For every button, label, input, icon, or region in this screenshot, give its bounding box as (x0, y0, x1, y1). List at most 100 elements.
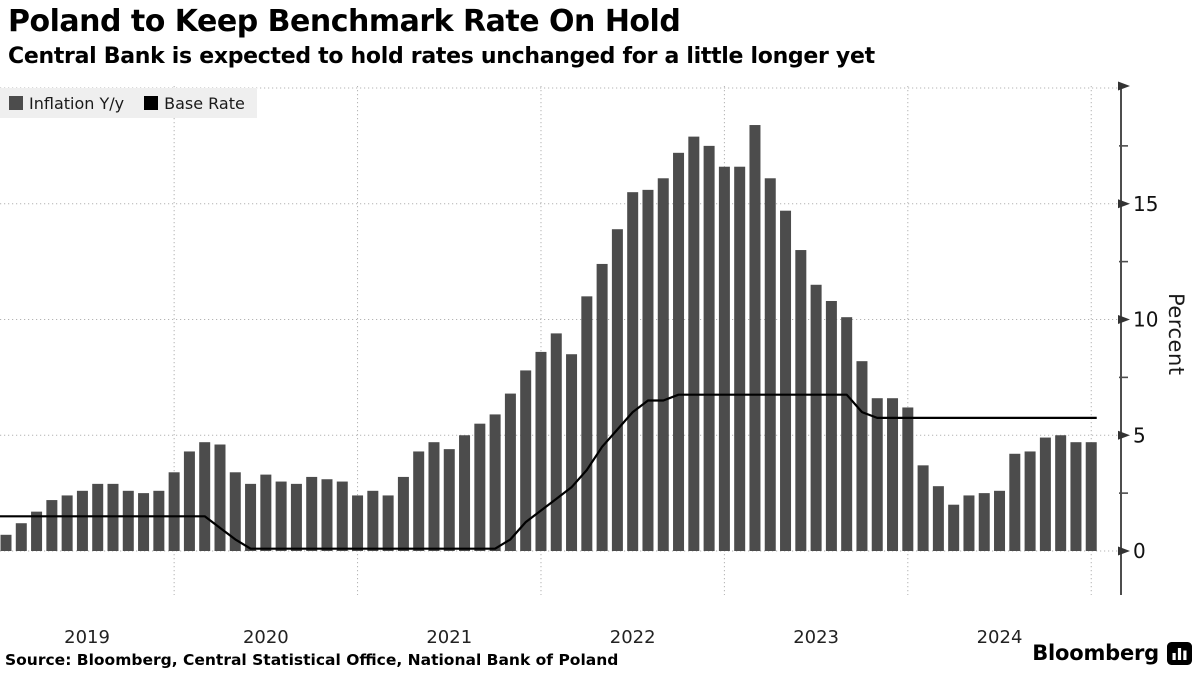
legend: Inflation Y/y Base Rate (0, 88, 257, 118)
inflation-bar-2020-03 (214, 444, 226, 551)
inflation-bar-2019-12 (168, 472, 180, 551)
legend-item-inflation: Inflation Y/y (9, 94, 124, 113)
inflation-bar-2020-02 (199, 442, 211, 551)
inflation-bar-2023-01 (734, 166, 746, 551)
bloomberg-wordmark: Bloomberg (1032, 641, 1159, 665)
inflation-bar-2024-04 (963, 495, 975, 551)
legend-label-inflation: Inflation Y/y (29, 93, 125, 113)
inflation-bar-2023-11 (887, 398, 899, 551)
bloomberg-chart-icon (1167, 641, 1192, 665)
y-axis-tick-arrow-icon (1118, 546, 1130, 556)
inflation-bar-2023-10 (871, 398, 883, 551)
y-axis-tick-arrow-icon (1118, 430, 1130, 440)
inflation-bar-2019-09 (122, 490, 134, 551)
inflation-bar-2019-10 (138, 493, 150, 551)
x-tick-label: 2023 (793, 627, 839, 648)
inflation-bar-2019-01 (0, 534, 12, 551)
inflation-bar-2024-03 (948, 504, 960, 551)
legend-item-base-rate: Base Rate (144, 94, 245, 113)
inflation-bar-2020-12 (352, 495, 364, 551)
base-rate-series-swatch-icon (144, 96, 159, 110)
inflation-bar-2021-06 (443, 449, 455, 551)
inflation-bar-2024-10 (1055, 435, 1067, 551)
inflation-bar-2021-03 (397, 476, 409, 551)
inflation-bar-2020-10 (321, 479, 333, 551)
inflation-bar-2022-04 (596, 263, 608, 551)
inflation-bar-2024-05 (978, 493, 990, 551)
inflation-bar-2022-01 (550, 333, 562, 551)
x-tick-label: 2022 (610, 627, 656, 648)
inflation-bar-2023-03 (764, 178, 776, 551)
inflation-bar-2024-09 (1039, 437, 1051, 551)
x-tick-label: 2020 (243, 627, 289, 648)
inflation-bar-2022-06 (627, 192, 639, 552)
y-tick-label: 15 (1133, 192, 1158, 216)
x-tick-label: 2024 (977, 627, 1023, 648)
inflation-bar-2023-05 (795, 250, 807, 552)
inflation-bar-2019-05 (61, 495, 73, 551)
inflation-bar-2020-11 (336, 481, 348, 551)
inflation-bar-2020-05 (245, 483, 257, 551)
inflation-bar-2020-01 (183, 451, 195, 551)
y-tick-label: 10 (1133, 308, 1158, 332)
inflation-bar-2020-04 (229, 472, 241, 551)
bloomberg-logo: Bloomberg (1032, 641, 1192, 665)
inflation-bar-2021-05 (428, 442, 440, 551)
inflation-bar-2019-04 (46, 500, 58, 551)
inflation-bar-2024-11 (1070, 442, 1082, 551)
inflation-bar-2020-06 (260, 474, 272, 551)
y-axis-label: Percent (1164, 293, 1188, 376)
y-axis-top-arrow-icon (1118, 81, 1130, 91)
inflation-bar-2022-05 (611, 229, 623, 551)
x-tick-label: 2021 (426, 627, 472, 648)
inflation-bar-2024-12 (1085, 442, 1097, 551)
inflation-bar-2022-09 (673, 152, 685, 551)
inflation-bar-2021-07 (459, 435, 471, 551)
chart-title: Poland to Keep Benchmark Rate On Hold (8, 4, 681, 39)
inflation-bar-2023-09 (856, 361, 868, 551)
inflation-bar-2021-08 (474, 423, 486, 551)
inflation-bar-2024-01 (917, 465, 929, 551)
inflation-bar-2022-02 (566, 354, 578, 551)
y-tick-label: 5 (1133, 423, 1146, 447)
inflation-bar-2019-08 (107, 483, 119, 551)
inflation-bar-2021-12 (535, 351, 547, 551)
inflation-bar-2022-11 (703, 145, 715, 551)
inflation-bar-2019-06 (76, 490, 88, 551)
inflation-bar-2022-08 (657, 178, 669, 551)
inflation-bar-2022-12 (718, 166, 730, 551)
inflation-bar-2019-07 (92, 483, 104, 551)
inflation-bar-2024-06 (994, 490, 1006, 551)
y-tick-label: 0 (1133, 539, 1146, 563)
inflation-bar-2024-07 (1009, 453, 1021, 551)
inflation-bar-2019-03 (31, 511, 43, 551)
base-rate-line (0, 393, 1097, 550)
inflation-bar-2020-09 (306, 476, 318, 551)
x-tick-label: 2019 (64, 627, 110, 648)
inflation-bar-2021-10 (504, 393, 516, 551)
inflation-bar-2019-02 (15, 523, 27, 551)
inflation-bar-2023-06 (810, 284, 822, 551)
inflation-bar-2021-04 (413, 451, 425, 551)
inflation-bar-2022-03 (581, 296, 593, 551)
inflation-bar-2022-10 (688, 136, 700, 552)
inflation-bar-2023-08 (841, 317, 853, 551)
inflation-bar-2023-12 (902, 407, 914, 551)
inflation-bar-2021-01 (367, 490, 379, 551)
inflation-bar-2023-02 (749, 125, 761, 551)
y-axis-tick-arrow-icon (1118, 199, 1130, 209)
inflation-bar-2020-08 (290, 483, 302, 551)
inflation-bar-2019-11 (153, 490, 165, 551)
inflation-series-swatch-icon (9, 96, 23, 110)
source-note: Source: Bloomberg, Central Statistical O… (5, 651, 619, 669)
inflation-bar-2022-07 (642, 189, 654, 552)
legend-label-base-rate: Base Rate (164, 93, 245, 113)
inflation-bar-2023-04 (780, 210, 792, 551)
inflation-bar-2021-11 (520, 370, 532, 551)
y-axis-tick-arrow-icon (1118, 315, 1130, 324)
inflation-bar-2021-02 (382, 495, 394, 551)
inflation-bar-2024-02 (932, 486, 944, 551)
chart-subtitle: Central Bank is expected to hold rates u… (8, 44, 875, 69)
